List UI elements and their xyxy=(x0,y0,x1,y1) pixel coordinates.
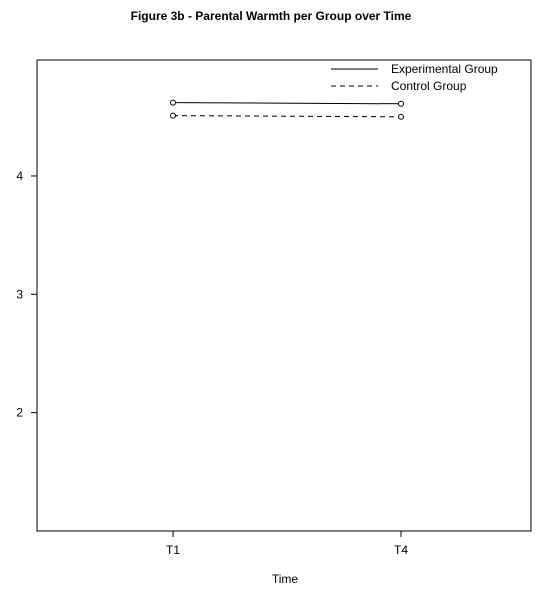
plot-frame xyxy=(36,59,532,532)
x-axis: T1 T4 xyxy=(166,531,408,557)
series-0 xyxy=(170,99,404,107)
legend: Experimental Group Control Group xyxy=(331,62,498,93)
y-tick-label-1: 3 xyxy=(16,287,23,301)
data-point-1-0 xyxy=(170,112,176,119)
data-point-0-1 xyxy=(398,100,404,107)
series-layer xyxy=(170,99,404,120)
y-tick-label-0: 2 xyxy=(16,406,23,420)
x-tick-label-1: T4 xyxy=(394,543,408,557)
y-axis: 2 3 4 xyxy=(16,169,37,420)
data-point-1-1 xyxy=(398,113,404,120)
series-1 xyxy=(170,112,404,120)
x-axis-label: Time xyxy=(272,572,299,586)
y-tick-label-2: 4 xyxy=(16,169,23,183)
data-point-0-0 xyxy=(170,99,176,106)
series-line-1 xyxy=(172,115,402,118)
series-line-0 xyxy=(172,102,402,105)
legend-label-1: Control Group xyxy=(391,79,467,93)
x-tick-label-0: T1 xyxy=(166,543,180,557)
legend-label-0: Experimental Group xyxy=(391,62,498,76)
chart-title: Figure 3b - Parental Warmth per Group ov… xyxy=(131,9,412,23)
